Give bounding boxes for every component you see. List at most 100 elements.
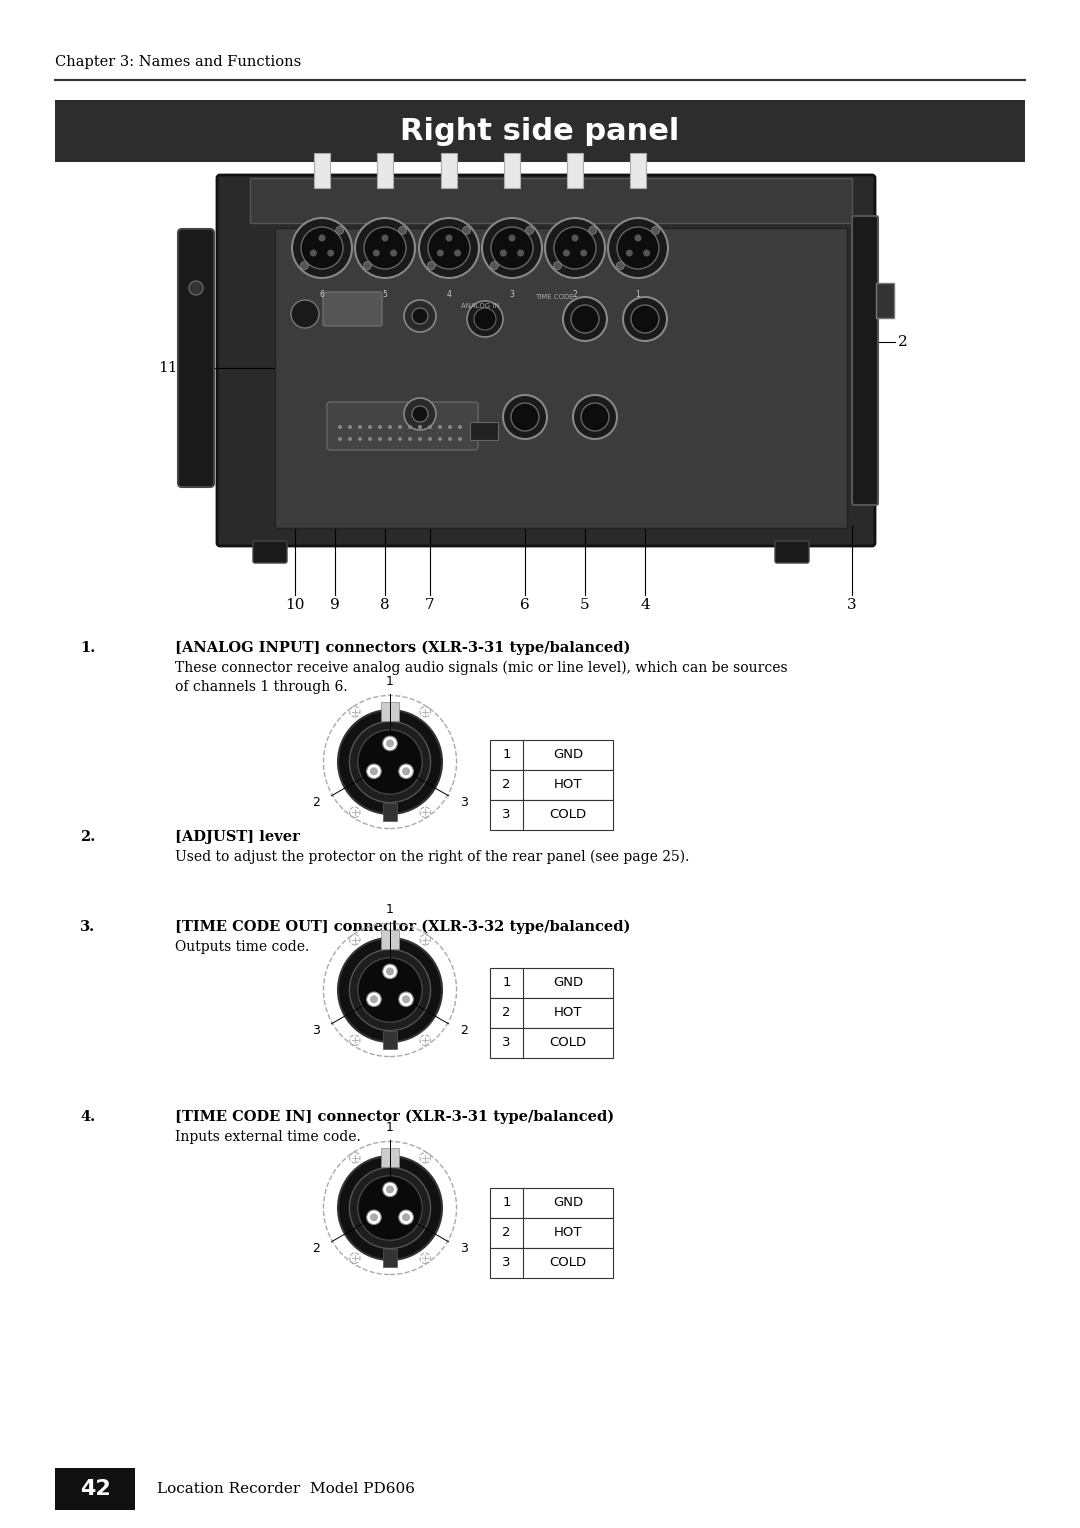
Text: ANALOG IN: ANALOG IN (461, 303, 499, 309)
Circle shape (446, 234, 453, 241)
Circle shape (370, 767, 378, 775)
Circle shape (436, 249, 444, 257)
Circle shape (366, 992, 381, 1007)
Bar (490, 770, 613, 801)
Bar (567, 153, 583, 188)
Text: 10: 10 (285, 597, 305, 613)
Circle shape (386, 1186, 394, 1193)
Text: 1: 1 (386, 675, 394, 688)
Text: 2.: 2. (80, 830, 95, 843)
Circle shape (300, 261, 308, 269)
Circle shape (517, 249, 524, 257)
Circle shape (357, 730, 422, 795)
Circle shape (545, 219, 605, 278)
Circle shape (373, 249, 380, 257)
Bar (55, 99, 1025, 162)
Circle shape (419, 219, 480, 278)
FancyBboxPatch shape (323, 292, 382, 325)
Circle shape (448, 425, 453, 429)
Text: Outputs time code.: Outputs time code. (175, 940, 309, 953)
Text: COLD: COLD (550, 808, 586, 822)
Circle shape (428, 261, 435, 269)
Circle shape (411, 406, 428, 422)
Circle shape (404, 397, 436, 429)
Circle shape (338, 938, 442, 1042)
FancyBboxPatch shape (852, 215, 878, 504)
Circle shape (500, 249, 507, 257)
Circle shape (399, 437, 402, 442)
Text: 2: 2 (312, 796, 320, 808)
Circle shape (378, 425, 382, 429)
Bar (876, 283, 894, 318)
Circle shape (571, 234, 579, 241)
Circle shape (390, 249, 397, 257)
Text: 1: 1 (636, 290, 640, 299)
Bar (381, 1148, 400, 1167)
Circle shape (608, 219, 669, 278)
Circle shape (617, 261, 624, 269)
Circle shape (336, 226, 343, 234)
FancyBboxPatch shape (253, 541, 287, 562)
Text: 2: 2 (897, 335, 908, 348)
Circle shape (580, 249, 588, 257)
Circle shape (364, 228, 406, 269)
Circle shape (301, 228, 343, 269)
Text: GND: GND (553, 976, 583, 990)
Circle shape (428, 425, 432, 429)
Text: 3: 3 (460, 796, 468, 808)
Text: 11: 11 (159, 361, 178, 374)
Circle shape (399, 425, 402, 429)
Circle shape (291, 299, 319, 329)
Circle shape (509, 234, 515, 241)
Circle shape (382, 736, 397, 750)
Bar (377, 153, 393, 188)
Circle shape (467, 301, 503, 338)
Bar (275, 228, 847, 529)
Circle shape (357, 437, 362, 442)
Bar (381, 929, 400, 949)
Circle shape (310, 249, 316, 257)
Text: Location Recorder  Model PD606: Location Recorder Model PD606 (157, 1482, 415, 1496)
Circle shape (366, 764, 381, 779)
Text: 4: 4 (446, 290, 451, 299)
Circle shape (368, 437, 372, 442)
Text: COLD: COLD (550, 1036, 586, 1050)
Bar (382, 1030, 397, 1048)
Circle shape (458, 425, 462, 429)
Text: 1: 1 (386, 903, 394, 915)
Text: 3.: 3. (80, 920, 95, 934)
Text: 1: 1 (502, 1196, 511, 1210)
Circle shape (503, 396, 546, 439)
Text: Inputs external time code.: Inputs external time code. (175, 1131, 361, 1144)
Bar (441, 153, 457, 188)
Text: TIME CODE: TIME CODE (535, 293, 573, 299)
Bar (470, 422, 498, 440)
Circle shape (357, 425, 362, 429)
Circle shape (402, 995, 410, 1004)
Circle shape (635, 234, 642, 241)
Circle shape (563, 249, 570, 257)
Text: COLD: COLD (550, 1256, 586, 1270)
Bar (314, 153, 330, 188)
Circle shape (348, 437, 352, 442)
Text: HOT: HOT (554, 778, 582, 792)
Bar (504, 153, 519, 188)
Circle shape (617, 228, 659, 269)
Circle shape (189, 281, 203, 295)
Circle shape (563, 296, 607, 341)
Circle shape (428, 437, 432, 442)
Circle shape (381, 234, 389, 241)
Bar (55, 1468, 135, 1510)
Text: 9: 9 (330, 597, 340, 613)
Text: These connector receive analog audio signals (mic or line level), which can be s: These connector receive analog audio sig… (175, 662, 787, 694)
Circle shape (338, 1157, 442, 1261)
Circle shape (338, 425, 342, 429)
Text: HOT: HOT (554, 1007, 582, 1019)
Circle shape (348, 425, 352, 429)
Circle shape (644, 249, 650, 257)
Bar (490, 740, 613, 770)
Circle shape (327, 249, 334, 257)
Text: GND: GND (553, 1196, 583, 1210)
Text: 3: 3 (502, 1256, 511, 1270)
Text: 2: 2 (572, 290, 578, 299)
